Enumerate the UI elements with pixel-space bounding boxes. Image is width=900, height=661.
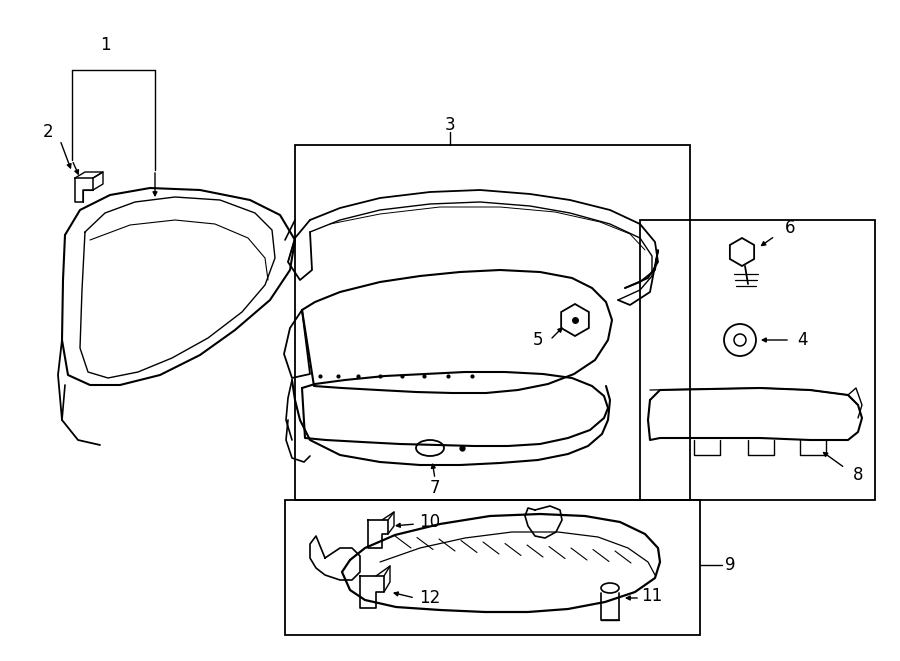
Text: 9: 9 <box>724 556 735 574</box>
Text: 11: 11 <box>642 587 662 605</box>
Text: 4: 4 <box>796 331 807 349</box>
Bar <box>640 220 875 500</box>
Text: 1: 1 <box>100 36 111 54</box>
Text: 3: 3 <box>445 116 455 134</box>
Text: 5: 5 <box>533 331 544 349</box>
Text: 6: 6 <box>785 219 796 237</box>
Text: 2: 2 <box>42 123 53 141</box>
Text: 12: 12 <box>419 589 441 607</box>
Bar <box>295 145 690 500</box>
Text: 10: 10 <box>419 513 441 531</box>
Text: 7: 7 <box>430 479 440 497</box>
Bar <box>285 500 700 635</box>
Text: 8: 8 <box>853 466 863 484</box>
